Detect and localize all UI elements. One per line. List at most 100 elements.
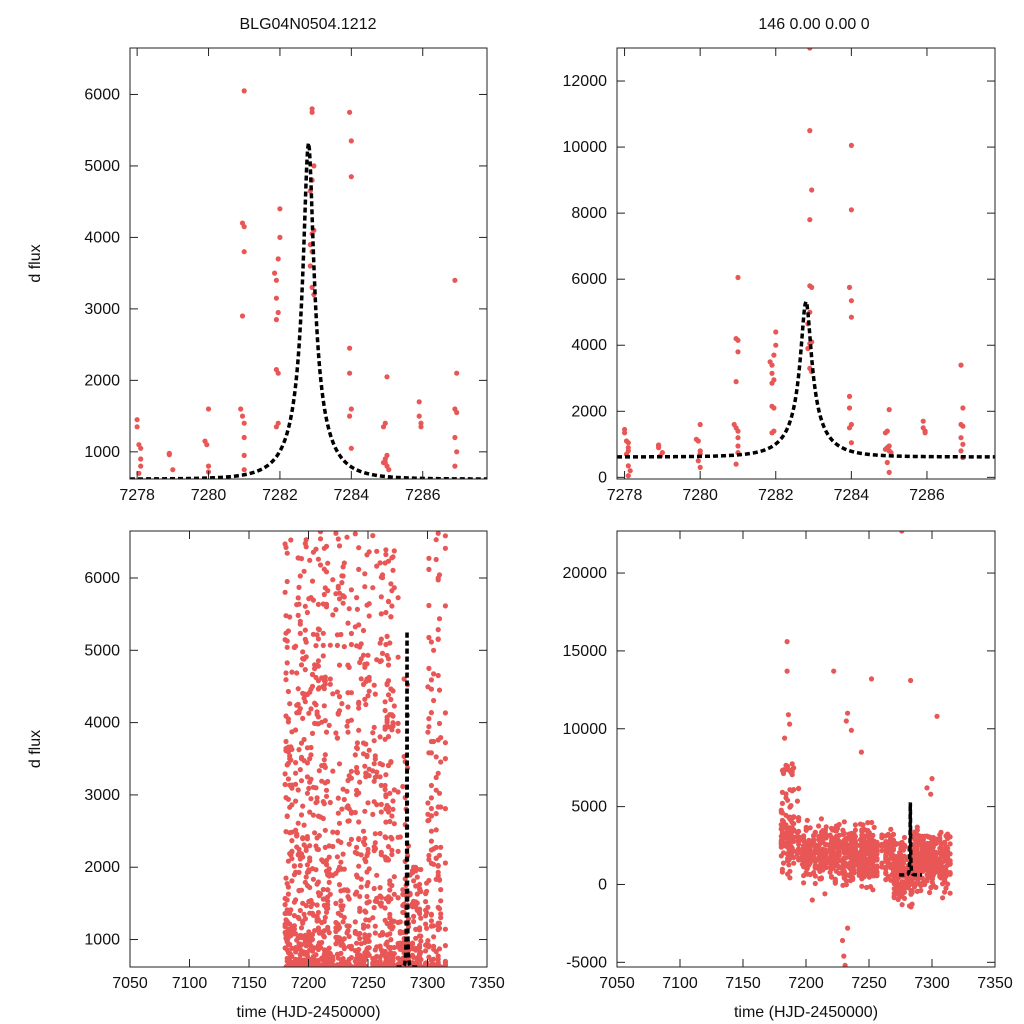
data-point <box>297 946 303 952</box>
data-point <box>306 596 312 602</box>
data-point <box>371 799 377 805</box>
x-tick-label: 7282 <box>262 487 298 504</box>
x-tick-label: 7150 <box>725 975 761 992</box>
data-point <box>321 703 327 709</box>
data-point <box>333 607 339 613</box>
data-point <box>801 851 807 857</box>
panels: 7278 7280 7282 7284 7286 1000 2000 3000 4000 5000… <box>27 47 1013 1021</box>
data-point <box>435 964 441 967</box>
plot-frame <box>129 47 488 480</box>
data-point <box>362 808 368 814</box>
data-point <box>371 761 377 767</box>
data-point <box>442 756 448 762</box>
data-point <box>345 729 351 735</box>
data-point <box>870 840 876 847</box>
data-point <box>779 866 786 873</box>
data-point <box>298 963 305 967</box>
y-tick-label: 8000 <box>571 205 607 222</box>
data-point <box>391 951 397 957</box>
data-point <box>435 672 441 679</box>
data-point <box>924 842 930 849</box>
data-point <box>309 671 316 678</box>
data-point <box>840 831 846 838</box>
data-point <box>282 771 288 777</box>
data-point <box>801 834 807 840</box>
data-point <box>930 834 936 841</box>
data-point <box>812 873 818 879</box>
data-point <box>275 370 281 376</box>
data-point <box>317 531 324 535</box>
data-point <box>436 906 443 912</box>
data-point <box>433 774 439 781</box>
data-point <box>347 109 353 115</box>
data-point <box>697 464 703 470</box>
data-point <box>336 596 343 602</box>
data-point <box>769 370 775 376</box>
data-point <box>325 887 331 893</box>
data-point <box>365 923 371 929</box>
data-point <box>395 940 401 947</box>
data-point <box>372 756 378 762</box>
data-point <box>809 284 815 290</box>
data-point <box>334 735 340 741</box>
data-point <box>885 831 891 837</box>
y-tick-label: 12000 <box>563 73 608 90</box>
data-point <box>354 768 360 775</box>
data-point <box>870 855 876 861</box>
data-point <box>818 816 825 822</box>
data-point <box>323 787 330 793</box>
data-point <box>308 776 314 782</box>
data-point <box>899 865 905 872</box>
data-point <box>335 867 341 873</box>
data-point <box>786 862 792 868</box>
data-point <box>388 614 394 620</box>
data-point <box>442 545 448 551</box>
data-point <box>418 933 424 939</box>
data-point <box>345 662 351 668</box>
data-point <box>352 930 358 936</box>
data-point <box>298 556 305 562</box>
data-point <box>385 599 392 605</box>
data-point <box>417 927 423 933</box>
data-point <box>806 839 812 845</box>
data-point <box>809 897 815 903</box>
data-point <box>302 939 308 945</box>
data-point <box>273 277 279 283</box>
data-point <box>372 840 378 846</box>
data-point <box>347 413 353 419</box>
data-point <box>310 549 316 555</box>
data-point <box>442 943 448 949</box>
data-point <box>289 849 295 855</box>
data-point <box>335 955 341 961</box>
panel-top-right: 7278 7280 7282 7284 7286 0 2000 4000 6000 8000 100… <box>563 47 996 504</box>
data-point <box>801 856 807 862</box>
data-point <box>435 863 441 869</box>
data-point <box>377 560 383 566</box>
data-point <box>374 962 380 967</box>
data-point <box>362 696 368 702</box>
data-point <box>400 909 406 916</box>
data-point <box>354 948 360 954</box>
data-point <box>354 740 360 746</box>
data-point <box>322 585 328 591</box>
data-point <box>379 575 386 581</box>
data-point <box>314 795 320 801</box>
data-point <box>919 839 926 845</box>
data-point <box>352 531 358 537</box>
x-tick-label: 7150 <box>231 975 267 992</box>
data-point <box>303 654 309 660</box>
data-point <box>846 393 853 399</box>
data-point <box>848 207 855 213</box>
data-point <box>319 857 325 863</box>
data-point <box>426 857 432 863</box>
data-point <box>241 249 247 255</box>
data-point <box>385 662 392 668</box>
data-point <box>389 813 395 819</box>
data-point <box>296 708 302 714</box>
x-tick-label: 7282 <box>758 487 794 504</box>
data-point <box>801 863 807 869</box>
data-point <box>413 935 419 941</box>
data-point <box>822 841 829 848</box>
data-point <box>326 722 332 729</box>
data-point <box>807 871 813 878</box>
